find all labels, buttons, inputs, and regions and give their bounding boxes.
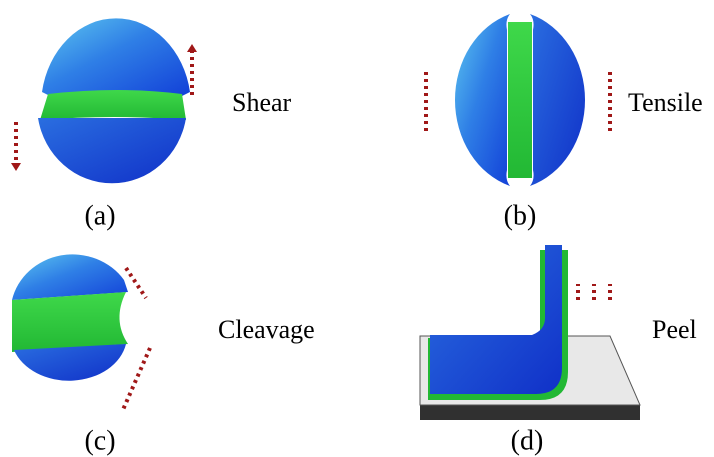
mode-label: Cleavage [218,315,315,344]
shear-joint [11,18,197,183]
diagram: Shear (a) Tensile (b) Cleavage (c) Peel … [0,0,714,457]
caption: (d) [511,425,544,456]
mode-label: Peel [652,315,697,344]
peel-joint [420,245,640,420]
caption: (b) [504,200,537,231]
cleavage-joint [12,254,150,412]
tensile-joint [426,14,610,186]
caption: (a) [84,200,115,231]
caption: (c) [84,425,115,456]
mode-label: Shear [232,88,292,117]
mode-label: Tensile [628,88,703,117]
